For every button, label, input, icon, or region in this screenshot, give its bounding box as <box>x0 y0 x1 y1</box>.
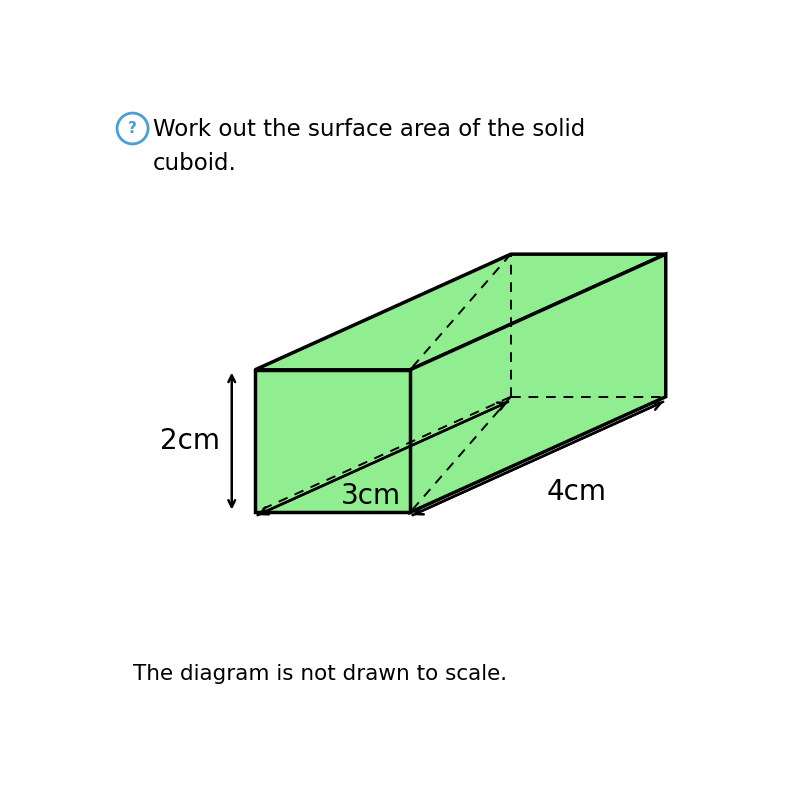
Text: The diagram is not drawn to scale.: The diagram is not drawn to scale. <box>133 663 506 683</box>
Text: 4cm: 4cm <box>546 477 606 505</box>
Text: ?: ? <box>128 121 137 136</box>
Circle shape <box>117 113 148 144</box>
Polygon shape <box>255 254 666 370</box>
Polygon shape <box>410 254 666 513</box>
Text: 2cm: 2cm <box>160 427 220 455</box>
Text: 3cm: 3cm <box>341 481 402 509</box>
Polygon shape <box>255 370 410 513</box>
Text: Work out the surface area of the solid: Work out the surface area of the solid <box>153 118 585 141</box>
Text: cuboid.: cuboid. <box>153 151 237 175</box>
